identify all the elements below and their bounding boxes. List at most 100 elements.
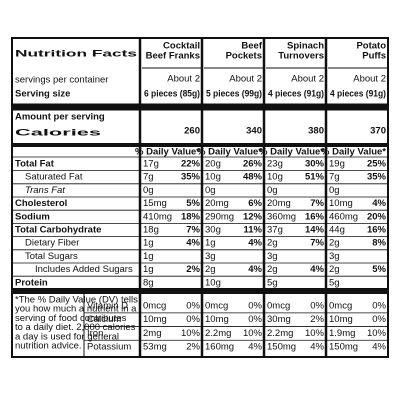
amount: 0mcg bbox=[329, 301, 352, 312]
product-name: Spinach bbox=[287, 41, 324, 52]
amount: 0g bbox=[143, 185, 154, 196]
product-name: Beef bbox=[241, 41, 262, 52]
daily-value: 5% bbox=[186, 198, 200, 209]
daily-value: 11% bbox=[244, 225, 263, 236]
daily-value: 7% bbox=[310, 238, 324, 249]
amount: 10g bbox=[205, 172, 221, 183]
nutrient-label: Total Carbohydrate bbox=[15, 225, 101, 236]
amount: 160mg bbox=[205, 342, 234, 353]
daily-value: 18% bbox=[181, 211, 201, 222]
servings-label: servings per container bbox=[15, 75, 108, 86]
amount: 18g bbox=[143, 225, 159, 236]
amount: 1g bbox=[143, 238, 154, 249]
daily-value: 10% bbox=[305, 328, 325, 339]
servings: About 2 bbox=[167, 74, 200, 85]
daily-value: 4% bbox=[372, 342, 386, 353]
nutrient-label: Sodium bbox=[15, 211, 50, 222]
daily-value: 12% bbox=[243, 211, 263, 222]
product-name: Cocktail bbox=[163, 41, 200, 52]
title: Nutrition Facts bbox=[15, 49, 137, 60]
amount: 360mg bbox=[267, 211, 296, 222]
nutrient-label: Total Fat bbox=[15, 159, 55, 170]
daily-value: 5% bbox=[372, 264, 386, 275]
nutrient-label: Saturated Fat bbox=[25, 172, 83, 183]
amount: 30g bbox=[205, 225, 221, 236]
daily-value: 10% bbox=[181, 328, 201, 339]
amount: 17g bbox=[143, 159, 159, 170]
daily-value: 4% bbox=[310, 342, 324, 353]
amount: 1.9mg bbox=[329, 328, 355, 339]
amount: 10g bbox=[267, 172, 283, 183]
amount: 19g bbox=[329, 159, 345, 170]
serving-size: 5 pieces (99g) bbox=[206, 89, 262, 100]
servings: About 2 bbox=[353, 74, 386, 85]
daily-value: 16% bbox=[367, 225, 387, 236]
amount: 1g bbox=[205, 238, 216, 249]
dv-header: % Daily Value* bbox=[135, 147, 200, 158]
daily-value: 0% bbox=[248, 314, 262, 325]
amount: 0mcg bbox=[267, 301, 290, 312]
amount: 2g bbox=[329, 264, 340, 275]
nutrient-label: Dietary Fiber bbox=[25, 238, 79, 249]
amount: 10mg bbox=[205, 314, 229, 325]
daily-value: 4% bbox=[186, 238, 200, 249]
daily-value: 10% bbox=[243, 328, 263, 339]
daily-value: 35% bbox=[367, 172, 387, 183]
mineral-label: Calcium bbox=[87, 314, 121, 325]
dv-header: % Daily Value* bbox=[321, 147, 386, 158]
product-name: Pockets bbox=[226, 51, 262, 62]
amount: 2mg bbox=[143, 328, 161, 339]
amount: 150mg bbox=[329, 342, 358, 353]
daily-value: 2% bbox=[186, 342, 200, 353]
amount: 7g bbox=[329, 172, 340, 183]
nutrient-label: Total Sugars bbox=[25, 251, 78, 262]
label-border bbox=[11, 37, 389, 358]
amount: 150mg bbox=[267, 342, 296, 353]
amount: 3g bbox=[267, 251, 278, 262]
daily-value: 25% bbox=[367, 159, 387, 170]
mineral-label: Potassium bbox=[87, 342, 131, 353]
dv-header: % Daily Value* bbox=[259, 147, 324, 158]
dv-header: % Daily Value* bbox=[197, 147, 262, 158]
product-name: Beef Franks bbox=[146, 51, 200, 62]
daily-value: 7% bbox=[310, 198, 324, 209]
daily-value: 0% bbox=[310, 301, 324, 312]
calories-label: Calories bbox=[15, 128, 101, 139]
footnote: you how much a nutrient in a bbox=[15, 304, 137, 315]
amount: 23g bbox=[267, 159, 283, 170]
amount: 2.2mg bbox=[267, 328, 293, 339]
daily-value: 0% bbox=[186, 301, 200, 312]
amount-label: Amount per serving bbox=[15, 112, 105, 123]
daily-value: 22% bbox=[181, 159, 201, 170]
amount: 10mg bbox=[143, 314, 167, 325]
amount: 30mg bbox=[267, 314, 291, 325]
amount: 15mg bbox=[143, 198, 167, 209]
serving-size: 6 pieces (85g) bbox=[144, 89, 200, 100]
amount: 2g bbox=[267, 238, 278, 249]
amount: 10mg bbox=[329, 314, 353, 325]
amount: 7g bbox=[143, 172, 154, 183]
amount: 44g bbox=[329, 225, 345, 236]
footnote: to a daily diet. 2,000 calories bbox=[15, 322, 136, 333]
servings: About 2 bbox=[291, 74, 324, 85]
amount: 20mg bbox=[267, 198, 291, 209]
amount: 460mg bbox=[329, 211, 358, 222]
daily-value: 26% bbox=[243, 159, 263, 170]
daily-value: 2% bbox=[186, 264, 200, 275]
amount: 2g bbox=[329, 238, 340, 249]
daily-value: 4% bbox=[248, 342, 262, 353]
nutrient-label: Includes Added Sugars bbox=[35, 264, 133, 275]
daily-value: 14% bbox=[305, 225, 325, 236]
product-name: Turnovers bbox=[278, 51, 324, 62]
amount: 37g bbox=[267, 225, 283, 236]
amount: 2.2mg bbox=[205, 328, 231, 339]
amount: 2g bbox=[205, 264, 216, 275]
serving-size: 4 pieces (91g) bbox=[330, 89, 386, 100]
amount: 0g bbox=[329, 185, 340, 196]
amount: 2g bbox=[267, 264, 278, 275]
daily-value: 6% bbox=[248, 198, 262, 209]
serving-size: 4 pieces (91g) bbox=[268, 89, 324, 100]
amount: 5g bbox=[267, 277, 278, 288]
